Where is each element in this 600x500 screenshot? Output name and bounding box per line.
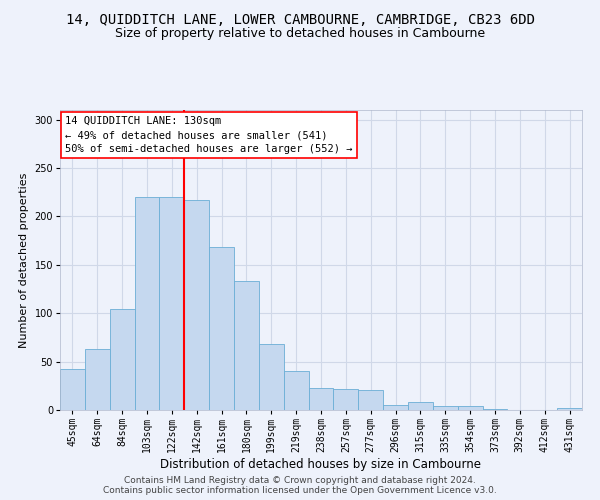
X-axis label: Distribution of detached houses by size in Cambourne: Distribution of detached houses by size …	[161, 458, 482, 471]
Bar	[482, 409, 508, 410]
Bar	[308, 388, 334, 410]
Text: 14 QUIDDITCH LANE: 130sqm
← 49% of detached houses are smaller (541)
50% of semi: 14 QUIDDITCH LANE: 130sqm ← 49% of detac…	[65, 116, 353, 154]
Bar	[234, 282, 259, 410]
Bar	[60, 370, 85, 410]
Bar	[209, 248, 234, 410]
Bar	[557, 408, 582, 410]
Bar	[284, 372, 308, 410]
Bar	[85, 349, 110, 410]
Bar	[134, 197, 160, 410]
Bar	[110, 310, 134, 410]
Bar	[433, 406, 458, 410]
Text: Contains HM Land Registry data © Crown copyright and database right 2024.: Contains HM Land Registry data © Crown c…	[124, 476, 476, 485]
Bar	[408, 402, 433, 410]
Text: 14, QUIDDITCH LANE, LOWER CAMBOURNE, CAMBRIDGE, CB23 6DD: 14, QUIDDITCH LANE, LOWER CAMBOURNE, CAM…	[65, 12, 535, 26]
Bar	[458, 406, 482, 410]
Bar	[184, 200, 209, 410]
Text: Contains public sector information licensed under the Open Government Licence v3: Contains public sector information licen…	[103, 486, 497, 495]
Bar	[334, 388, 358, 410]
Text: Size of property relative to detached houses in Cambourne: Size of property relative to detached ho…	[115, 28, 485, 40]
Bar	[358, 390, 383, 410]
Y-axis label: Number of detached properties: Number of detached properties	[19, 172, 29, 348]
Bar	[383, 405, 408, 410]
Bar	[259, 344, 284, 410]
Bar	[160, 197, 184, 410]
